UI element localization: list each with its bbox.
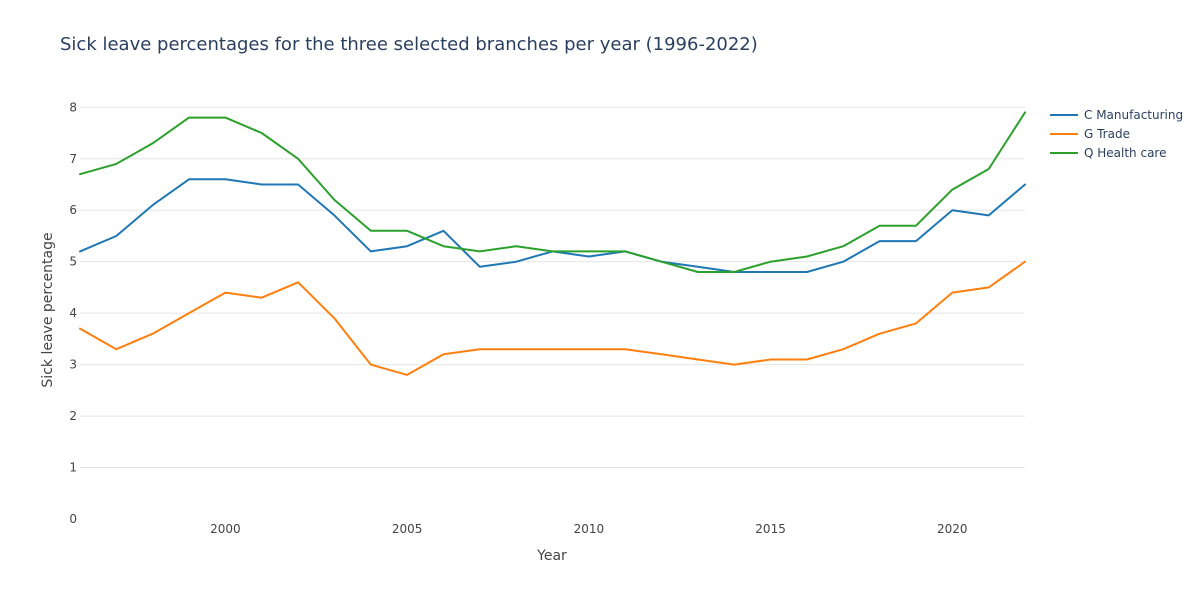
plot-series: [79, 111, 1026, 376]
y-tick-label: 7: [69, 152, 77, 166]
y-tick-label: 1: [69, 461, 77, 475]
chart-title: Sick leave percentages for the three sel…: [60, 34, 758, 55]
legend-item-c-manufacturing[interactable]: C Manufacturing: [1050, 108, 1183, 122]
x-tick-label: 2010: [574, 522, 605, 536]
x-tick-label: 2005: [392, 522, 423, 536]
y-tick-label: 2: [69, 409, 77, 423]
x-tick-label: 2015: [755, 522, 786, 536]
series-line-g-trade: [79, 260, 1026, 376]
legend-item-g-trade[interactable]: G Trade: [1050, 127, 1130, 141]
x-axis-ticks: 2000 2005 2010 2015 2020: [210, 522, 967, 536]
x-tick-label: 2000: [210, 522, 241, 536]
legend[interactable]: C Manufacturing G Trade Q Health care: [1050, 108, 1183, 160]
y-tick-label: 8: [69, 100, 77, 114]
legend-label: Q Health care: [1084, 146, 1166, 160]
legend-label: C Manufacturing: [1084, 108, 1183, 122]
y-tick-label: 5: [69, 255, 77, 269]
y-tick-label: 4: [69, 306, 77, 320]
legend-item-q-health-care[interactable]: Q Health care: [1050, 146, 1166, 160]
x-tick-label: 2020: [937, 522, 968, 536]
y-axis-title: Sick leave percentage: [40, 232, 56, 387]
y-tick-label: 6: [69, 203, 77, 217]
y-tick-label: 0: [69, 512, 77, 526]
gridlines: [80, 106, 1025, 469]
y-axis-ticks: 0 1 2 3 4 5 6 7 8: [69, 100, 77, 526]
y-tick-label: 3: [69, 358, 77, 372]
series-line-q-health-care: [79, 111, 1026, 273]
x-axis-title: Year: [536, 548, 567, 564]
legend-label: G Trade: [1084, 127, 1130, 141]
